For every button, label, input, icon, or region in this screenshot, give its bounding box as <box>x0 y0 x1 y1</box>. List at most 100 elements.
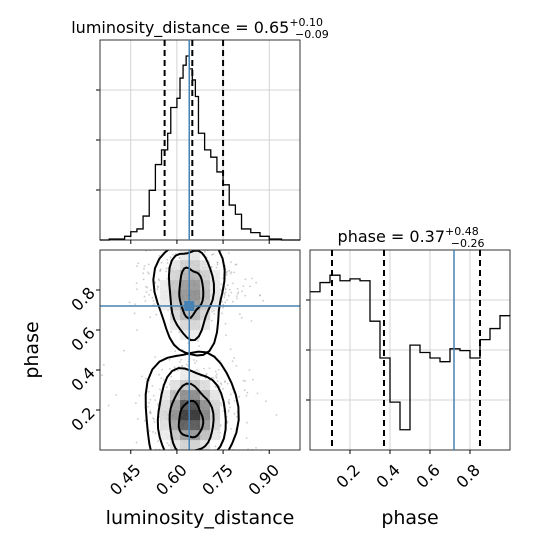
sample-point <box>241 290 243 293</box>
sample-point <box>180 365 183 367</box>
sample-point <box>102 364 105 366</box>
density-cell <box>210 280 221 291</box>
sample-point <box>142 272 145 275</box>
phase-x-tick-label: 0.6 <box>412 460 443 491</box>
joint-panel-frame <box>99 249 301 451</box>
sample-point <box>229 272 232 275</box>
sample-point <box>210 319 213 322</box>
density-cell <box>210 300 221 311</box>
sample-point <box>227 409 230 412</box>
sample-point <box>144 300 147 302</box>
sample-point <box>185 363 188 366</box>
sample-point <box>158 255 161 257</box>
sample-point <box>230 428 233 430</box>
density-cell <box>190 420 201 431</box>
sample-point <box>149 398 152 401</box>
contour-high-0 <box>178 266 205 320</box>
ld-x-tick-label: 0.90 <box>244 460 283 499</box>
density-cell <box>170 400 181 411</box>
sample-point <box>226 299 229 301</box>
sample-point <box>211 376 213 379</box>
sample-point <box>213 309 215 312</box>
phase-x-tick-label: 0.4 <box>372 460 403 491</box>
sample-point <box>227 411 230 413</box>
sample-point <box>170 375 173 378</box>
density-cell <box>160 400 171 411</box>
sample-point <box>226 421 229 424</box>
sample-point <box>135 402 137 405</box>
sample-point <box>222 303 225 306</box>
sample-point <box>224 301 227 304</box>
sample-point <box>238 395 241 398</box>
sample-point <box>142 278 145 281</box>
sample-point <box>214 445 217 448</box>
sample-point <box>222 387 224 390</box>
density-cell <box>160 430 171 441</box>
density-cell <box>160 290 171 301</box>
sample-point <box>204 377 207 380</box>
sample-point <box>165 267 168 270</box>
density-cell <box>190 390 201 401</box>
density-cell <box>210 420 221 431</box>
sample-point <box>152 417 154 419</box>
sample-point <box>168 444 170 447</box>
sample-point <box>224 288 227 290</box>
density-cell <box>210 290 221 301</box>
sample-point <box>255 281 257 284</box>
sample-point <box>237 291 240 294</box>
density-cell <box>200 420 211 431</box>
sample-point <box>149 316 152 319</box>
sample-point <box>175 252 177 255</box>
sample-point <box>198 345 200 347</box>
density-cell <box>200 300 211 311</box>
phase-x-tick-label: 0.2 <box>332 460 363 491</box>
density-cell <box>190 300 201 311</box>
density-cell <box>200 380 211 391</box>
sample-point <box>178 257 181 259</box>
right-panel-frame <box>309 249 511 451</box>
sample-point <box>153 418 155 421</box>
luminosity-distance-histogram-panel <box>96 39 301 244</box>
sample-point <box>230 291 233 294</box>
phase-y-tick-label: 0.6 <box>67 323 98 354</box>
sample-point <box>154 399 157 401</box>
sample-point <box>251 277 253 280</box>
sample-point <box>233 400 236 402</box>
sample-point <box>143 419 146 422</box>
sample-point <box>152 394 155 397</box>
sample-point <box>194 362 196 364</box>
sample-point <box>220 283 223 286</box>
sample-point <box>233 412 236 415</box>
ld-x-tick-label: 0.60 <box>152 460 191 499</box>
truth-marker <box>184 301 195 311</box>
sample-point <box>249 285 251 288</box>
sample-point <box>187 364 189 367</box>
density-cell <box>170 320 181 331</box>
sample-point <box>233 357 236 359</box>
sample-point <box>101 374 103 377</box>
sample-point <box>220 383 223 386</box>
contour-low-0 <box>177 399 205 439</box>
sample-point <box>146 286 149 289</box>
title-phase: phase = 0.37+0.48 −0.26 <box>338 225 485 250</box>
top-panel-frame <box>99 39 301 241</box>
sample-point <box>143 295 146 298</box>
sample-point <box>221 300 224 303</box>
sample-point <box>137 262 140 265</box>
sample-point <box>204 251 206 253</box>
sample-point <box>166 262 169 264</box>
sample-point <box>128 301 131 304</box>
density-cell <box>190 330 201 341</box>
sample-point <box>255 447 257 449</box>
density-cell <box>190 410 201 421</box>
sample-point <box>227 252 230 254</box>
x-axis-label-phase: phase <box>381 507 438 529</box>
sample-point <box>245 394 248 397</box>
density-cell <box>180 370 191 381</box>
density-cell <box>170 310 181 321</box>
sample-point <box>242 285 245 287</box>
sample-point <box>147 405 149 408</box>
density-cell <box>180 280 191 291</box>
sample-point <box>197 340 199 342</box>
density-cell <box>170 420 181 431</box>
